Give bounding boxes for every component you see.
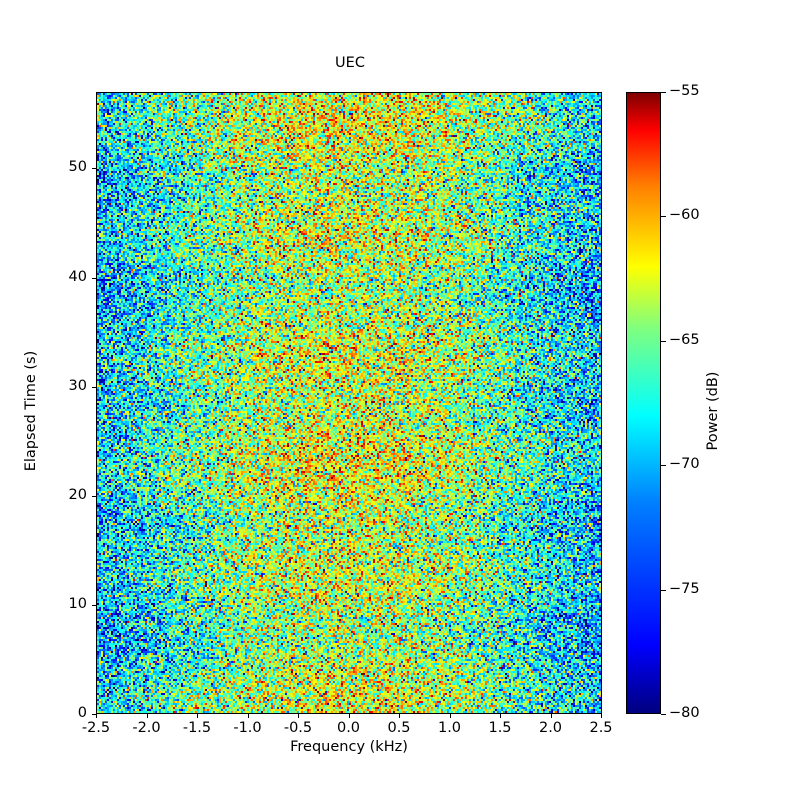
spectrogram-image [97, 93, 601, 713]
y-tick-mark [92, 168, 96, 170]
x-tick-label: -1.5 [182, 720, 212, 736]
y-tick-mark [92, 277, 96, 279]
colorbar-tick-label: −60 [669, 207, 700, 224]
colorbar-tick-label: −65 [669, 331, 700, 348]
x-tick-label: 1.0 [437, 720, 462, 736]
y-tick-mark [92, 714, 96, 716]
y-tick-mark [92, 386, 96, 388]
colorbar-tick-label: −75 [669, 580, 700, 597]
x-tick-label: -0.5 [283, 720, 313, 736]
x-tick-label: 0.5 [387, 720, 411, 736]
colorbar-tick-mark [661, 216, 666, 218]
x-tick-label: 2.5 [589, 720, 613, 736]
power-colorbar [626, 92, 661, 714]
colorbar-tick-mark [661, 340, 666, 342]
title-line-station: UEC [335, 55, 365, 72]
colorbar-tick-mark [661, 589, 666, 591]
x-tick-mark [146, 714, 148, 718]
x-tick-label: -2.0 [132, 720, 161, 736]
x-tick-mark [500, 714, 502, 718]
x-tick-mark [197, 714, 199, 718]
x-tick-mark [399, 714, 401, 718]
colorbar-tick-mark [661, 714, 666, 716]
x-tick-mark [550, 714, 552, 718]
y-axis-label: Elapsed Time (s) [23, 350, 39, 472]
y-tick-label: 50 [68, 159, 87, 176]
y-tick-mark [92, 604, 96, 606]
y-tick-label: 40 [68, 268, 87, 285]
colorbar-tick-label: −70 [669, 456, 700, 473]
x-axis-label: Frequency (kHz) [290, 739, 408, 755]
y-tick-mark [92, 495, 96, 497]
colorbar-tick-label: −80 [669, 705, 700, 721]
colorbar-tick-mark [661, 92, 666, 94]
x-tick-mark [96, 714, 98, 718]
x-tick-mark [298, 714, 300, 718]
colorbar-tick-mark [661, 465, 666, 467]
y-tick-label: 30 [68, 377, 87, 394]
x-tick-mark [247, 714, 249, 718]
y-tick-label: 10 [68, 595, 87, 612]
y-tick-label: 0 [77, 705, 87, 721]
x-tick-label: 1.5 [488, 720, 512, 736]
x-tick-label: -1.0 [233, 720, 262, 736]
x-tick-label: -2.5 [81, 720, 111, 736]
y-tick-label: 20 [68, 486, 87, 503]
x-tick-mark [449, 714, 451, 718]
spectrogram-plot-area [96, 92, 602, 714]
colorbar-tick-label: −55 [669, 83, 700, 99]
x-tick-mark [348, 714, 350, 718]
x-tick-mark [601, 714, 603, 718]
x-tick-label: 0.0 [336, 720, 361, 736]
colorbar-label: Power (dB) [705, 371, 721, 451]
x-tick-label: 2.0 [538, 720, 563, 736]
